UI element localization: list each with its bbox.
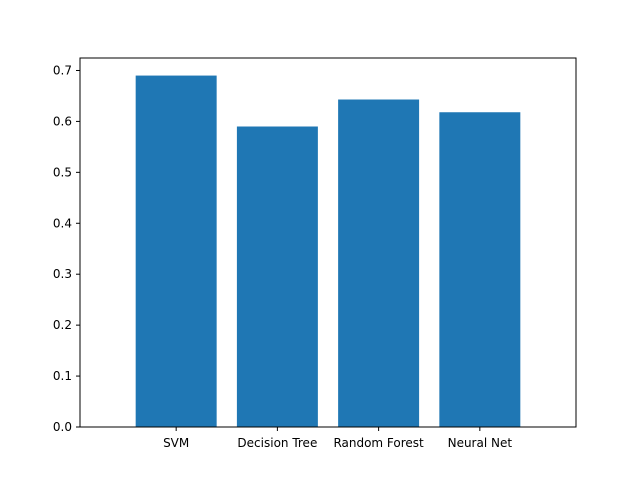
x-axis-ticks: SVM Decision Tree Random Forest Neural Net <box>163 427 512 450</box>
bar-neural-net <box>439 112 521 427</box>
axes-frame <box>79 57 577 428</box>
y-tick-label: 0.5 <box>53 165 72 179</box>
y-tick-label: 0.2 <box>53 318 72 332</box>
y-tick-label: 0.6 <box>53 114 72 128</box>
bar-random-forest <box>338 99 420 428</box>
y-axis-ticks: 0.0 0.1 0.2 0.3 0.4 0.5 0.6 0.7 <box>53 63 80 434</box>
y-tick-label: 0.1 <box>53 369 72 383</box>
y-tick-label: 0.4 <box>53 216 72 230</box>
x-tick-label: Random Forest <box>333 436 424 450</box>
axes-layer <box>79 57 577 428</box>
y-tick-label: 0.3 <box>53 267 72 281</box>
x-tick-label: Decision Tree <box>237 436 317 450</box>
y-tick-label: 0.0 <box>53 420 72 434</box>
bar-svm <box>135 75 217 428</box>
y-tick-label: 0.7 <box>53 63 72 77</box>
x-tick-label: Neural Net <box>448 436 513 450</box>
bar-decision-tree <box>236 126 318 427</box>
x-tick-label: SVM <box>163 436 189 450</box>
bars-layer <box>135 75 521 428</box>
